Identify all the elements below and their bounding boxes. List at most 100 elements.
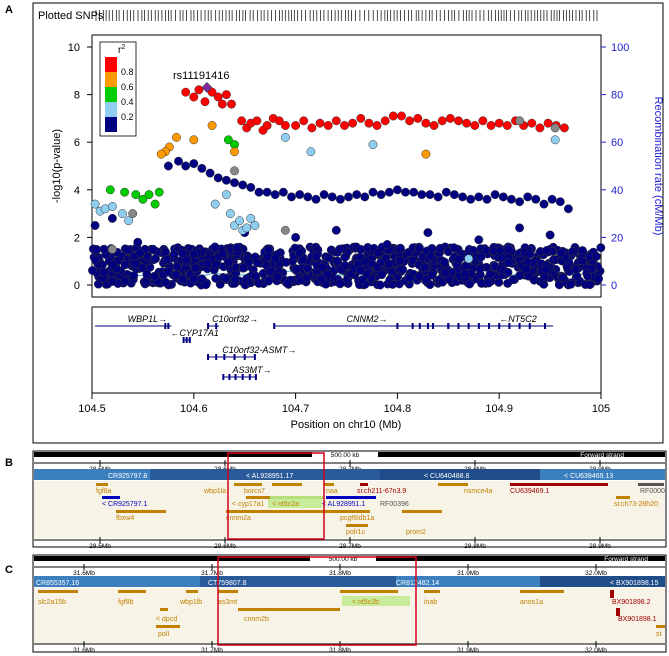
- snp-point: [506, 194, 516, 204]
- legend-swatch-lightblue: [105, 102, 117, 117]
- snp-point: [562, 262, 572, 272]
- snp-point: [490, 190, 500, 200]
- snp-point: [118, 209, 127, 219]
- snp-point: [148, 244, 158, 254]
- snp-point: [373, 262, 383, 272]
- contig-block: [540, 576, 665, 587]
- gene-label: ←CYP17A1: [170, 328, 219, 338]
- gene-exon: [457, 323, 460, 329]
- snp-point: [250, 221, 260, 230]
- snp-point: [291, 232, 301, 242]
- scale-label: 500.00 kb: [331, 452, 360, 459]
- snp-point: [594, 274, 604, 284]
- gene-exon: [164, 323, 167, 329]
- snp-point: [550, 135, 560, 145]
- snp-point: [189, 249, 199, 259]
- snp-point: [263, 251, 273, 261]
- scale-label-bg: [310, 556, 376, 561]
- snp-point: [317, 262, 327, 272]
- gene-exon: [528, 323, 531, 329]
- legend-tick: 0.8: [121, 67, 134, 77]
- gene-area: [34, 481, 665, 538]
- snp-point: [107, 276, 117, 286]
- y-tick-label: 4: [74, 185, 80, 197]
- snp-point: [420, 262, 430, 272]
- snp-point: [405, 273, 415, 283]
- snp-point: [135, 248, 145, 258]
- snp-point: [189, 159, 199, 169]
- contig-block: [200, 576, 396, 587]
- snp-point: [454, 254, 464, 264]
- gene-label: polr1c: [346, 529, 366, 536]
- snp-point: [398, 265, 408, 275]
- snp-point: [503, 245, 513, 254]
- snp-point: [154, 187, 164, 197]
- ruler-tick-label: 32.0Mb: [585, 647, 607, 654]
- snp-point: [440, 268, 450, 278]
- snp-point: [443, 247, 453, 257]
- snp-point: [401, 187, 410, 197]
- snp-point: [138, 263, 148, 273]
- gene-label: si:ch211-67n3.9: [357, 488, 406, 495]
- snp-point: [227, 99, 236, 109]
- gene-exon: [426, 323, 429, 329]
- snp-point: [413, 113, 423, 123]
- gene-label: fbxw4: [116, 515, 134, 522]
- highlight-box: [217, 556, 417, 646]
- gene-exon: [228, 374, 231, 380]
- scatter-points: [88, 82, 606, 290]
- snp-point: [458, 192, 468, 202]
- snp-point: [566, 279, 576, 289]
- gene-exon: [207, 323, 210, 329]
- snp-point: [583, 271, 593, 281]
- ruler-tick-label: 31.6Mb: [73, 647, 95, 654]
- snp-point: [392, 185, 402, 195]
- gene-label: < dpcd: [156, 616, 177, 623]
- snp-point: [252, 116, 262, 126]
- snp-point: [485, 269, 495, 279]
- ruler-tick-label: 28.9Mb: [589, 543, 611, 550]
- legend-swatch-green: [105, 87, 117, 102]
- snp-point: [274, 116, 284, 126]
- snp-point: [221, 274, 231, 283]
- snp-point: [303, 192, 313, 202]
- snp-point: [172, 132, 181, 142]
- gene-exon: [467, 323, 470, 329]
- ruler-tick-label: 31.8Mb: [329, 647, 351, 654]
- snp-point: [302, 273, 312, 283]
- snp-point: [460, 269, 470, 279]
- gene-exon: [248, 374, 251, 380]
- gene-label: prom2: [406, 529, 426, 536]
- legend-title: r2: [118, 44, 125, 56]
- y-right-tick-label: 0: [611, 280, 617, 292]
- snp-point: [556, 248, 566, 258]
- contig-label: CT759807.8: [208, 580, 247, 587]
- snp-point: [105, 185, 115, 195]
- snp-point: [441, 187, 451, 197]
- gene-exon: [273, 323, 276, 329]
- snp-point: [352, 190, 362, 200]
- snp-point: [161, 278, 171, 287]
- gene-label: pcgf6ldb1a: [340, 515, 374, 522]
- snp-point: [515, 223, 525, 233]
- snp-point: [417, 190, 427, 200]
- snp-point: [270, 190, 280, 200]
- snp-point: [224, 257, 233, 267]
- snp-point: [335, 244, 345, 254]
- gene-label: < cyp17a1: [232, 501, 265, 508]
- panel-b-label: B: [5, 457, 13, 469]
- snp-point: [515, 271, 525, 281]
- snp-point: [591, 252, 601, 261]
- y-right-tick-label: 40: [611, 185, 623, 197]
- gene-label: C10orf32→: [212, 314, 258, 324]
- snp-point: [230, 275, 240, 285]
- snp-point: [484, 278, 494, 288]
- x-tick-label: 104.6: [180, 403, 208, 415]
- snp-point: [238, 263, 248, 273]
- snp-point: [90, 221, 100, 230]
- gene-label: RF00396: [380, 501, 409, 508]
- gene-exon: [241, 374, 244, 380]
- ruler-tick-label: 32.0Mb: [585, 570, 607, 577]
- x-axis-title: Position on chr10 (Mb): [291, 419, 402, 431]
